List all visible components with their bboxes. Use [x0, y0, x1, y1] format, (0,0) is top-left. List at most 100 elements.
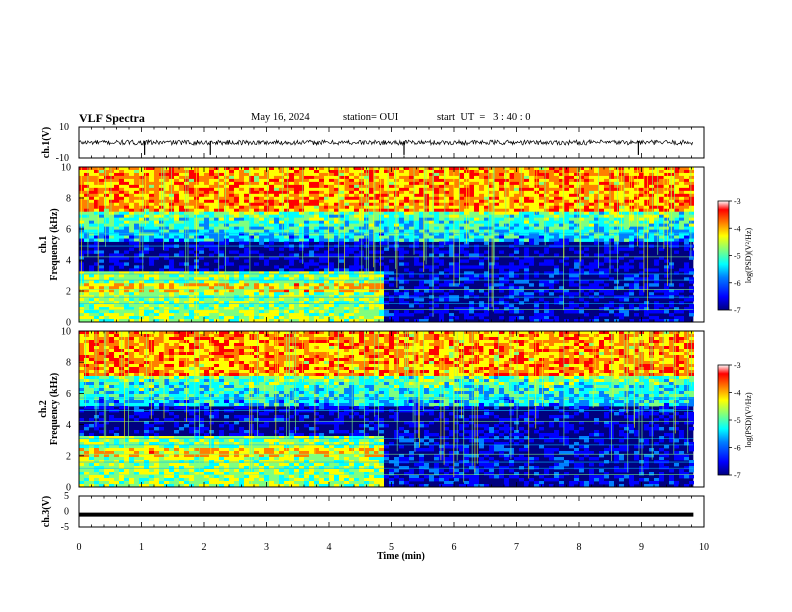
spectro-cell [369, 313, 374, 317]
spectro-cell [259, 253, 264, 257]
spectro-cell [544, 235, 549, 239]
spectro-cell [389, 238, 394, 242]
spectro-cell [414, 169, 419, 174]
spectro-cell [349, 319, 354, 323]
spectro-cell [134, 220, 139, 225]
spectro-cell [504, 205, 509, 210]
spectro-cell [159, 280, 164, 284]
spectro-cell [119, 208, 124, 213]
spectro-cell [619, 265, 624, 269]
spectro-cell [134, 313, 139, 317]
spectro-cell [149, 238, 154, 242]
spectro-cell [599, 211, 604, 216]
spectro-cell [569, 235, 574, 239]
spectro-cell [454, 262, 459, 266]
spectro-cell [304, 286, 309, 290]
spectro-cell [189, 298, 194, 302]
spectro-cell [389, 175, 394, 180]
spectro-cell [274, 280, 279, 284]
spectro-cell [214, 259, 219, 263]
spectro-cell [209, 286, 214, 290]
spectro-cell [129, 187, 134, 192]
spectro-cell [119, 178, 124, 183]
spectro-cell [299, 208, 304, 213]
spectro-cell [579, 172, 584, 177]
spectro-cell [344, 238, 349, 242]
chart-title: VLF Spectra [79, 111, 145, 125]
spectro-cell [139, 274, 144, 278]
spectro-cell [594, 316, 599, 320]
spectro-cell [429, 253, 434, 257]
spectro-cell [154, 187, 159, 192]
spectro-cell [324, 187, 329, 192]
spectro-cell [289, 211, 294, 216]
spectro-cell [659, 229, 664, 233]
spectro-cell [229, 217, 234, 222]
spectro-cell [274, 271, 279, 275]
spectro-cell [594, 190, 599, 195]
spectro-cell [594, 259, 599, 263]
spectro-cell [619, 235, 624, 239]
spectro-cell [594, 211, 599, 216]
spectro-cell [179, 175, 184, 180]
spectro-cell [324, 286, 329, 290]
spectro-cell [474, 196, 479, 201]
spectro-cell [644, 184, 649, 189]
spectro-cell [644, 202, 649, 207]
spectro-cell [109, 271, 114, 275]
spectro-cell [219, 190, 224, 195]
spectro-cell [184, 178, 189, 183]
spectro-cell [584, 187, 589, 192]
spectro-cell [459, 220, 464, 225]
spectro-cell [589, 265, 594, 269]
spectro-cell [239, 286, 244, 290]
spectro-cell [99, 238, 104, 242]
spectro-cell [269, 199, 274, 204]
spectro-cell [169, 268, 174, 272]
spectro-cell [204, 187, 209, 192]
spectro-cell [434, 256, 439, 260]
spectro-cell [609, 167, 614, 171]
spectro-cell [309, 274, 314, 278]
spectro-cell [214, 217, 219, 222]
spectro-cell [164, 178, 169, 183]
spectro-cell [369, 223, 374, 228]
spectro-cell [399, 277, 404, 281]
spectro-cell [104, 226, 109, 230]
spectro-cell [514, 193, 519, 198]
spectro-cell [414, 292, 419, 296]
spectro-cell [294, 304, 299, 308]
spectro-cell [89, 316, 94, 320]
spectro-cell [364, 280, 369, 284]
spectro-cell [489, 193, 494, 198]
spectro-cell [334, 289, 339, 293]
spectro-cell [524, 196, 529, 201]
spectro-cell [104, 274, 109, 278]
spectro-cell [439, 172, 444, 177]
spectro-cell [349, 274, 354, 278]
spectro-cell [474, 199, 479, 204]
spectro-cell [234, 274, 239, 278]
spectro-cell [289, 313, 294, 317]
spectro-cell [149, 184, 154, 189]
spectro-cell [529, 319, 534, 323]
spectro-cell [599, 184, 604, 189]
spectro-cell [334, 271, 339, 275]
spectro-cell [539, 193, 544, 198]
spectro-cell [509, 223, 514, 228]
spectro-cell [109, 286, 114, 290]
spectro-cell [624, 196, 629, 201]
spectro-cell [179, 253, 184, 257]
spectro-cell [259, 310, 264, 314]
spectro-cell [149, 262, 154, 266]
spectro-cell [89, 229, 94, 233]
spectro-cell [374, 277, 379, 281]
spectro-cell [239, 211, 244, 216]
spectro-cell [314, 274, 319, 278]
spectro-cell [224, 301, 229, 305]
spectro-cell [434, 214, 439, 219]
spectro-cell [309, 271, 314, 275]
spectro-cell [499, 181, 504, 186]
spectro-cell [609, 172, 614, 177]
spectro-cell [89, 202, 94, 207]
